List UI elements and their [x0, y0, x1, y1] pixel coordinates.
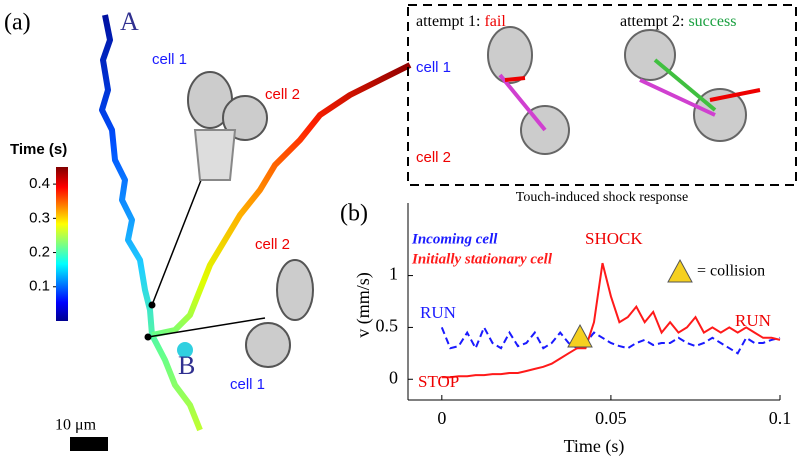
inset-text: attempt 2: success — [620, 13, 736, 30]
annotation: RUN — [420, 303, 456, 322]
inset-attempt: attempt 1: — [416, 13, 484, 30]
cell-label: cell 1 — [230, 376, 265, 393]
y-tick-label: 0 — [389, 367, 398, 387]
series-line — [441, 262, 781, 379]
annotation: SHOCK — [585, 229, 643, 248]
inset-images — [487, 26, 761, 155]
end-blob — [177, 342, 193, 358]
pointer — [151, 169, 206, 306]
cell-label: cell 2 — [265, 86, 300, 103]
trajectory-a — [99, 14, 203, 432]
annotation: RUN — [735, 311, 771, 330]
legend-entry: Initially stationary cell — [411, 251, 553, 267]
colorbar-gradient — [56, 167, 68, 321]
x-tick-label: 0.1 — [769, 408, 792, 428]
colorbar-tick-label: 0.2 — [29, 244, 50, 261]
cell-image — [187, 71, 314, 368]
start-label: A — [120, 7, 139, 36]
inset-success: success — [688, 13, 736, 30]
cell-label: cell 2 — [255, 236, 290, 253]
colorbar-tick-label: 0.1 — [29, 278, 50, 295]
panel-label: (b) — [340, 201, 368, 227]
cell-label: cell 1 — [152, 51, 187, 68]
scale-bar-label: 10 μm — [55, 417, 97, 434]
inset-text: attempt 1: fail — [416, 13, 506, 30]
y-tick-label: 1 — [389, 264, 398, 284]
colorbar-tick-label: 0.3 — [29, 209, 50, 226]
end-label: B — [178, 351, 195, 380]
y-axis-label: v (mm/s) — [353, 272, 374, 338]
inset-cell-label: cell 1 — [416, 59, 451, 76]
annotation: STOP — [418, 372, 459, 391]
series-line — [440, 325, 781, 355]
trajectory-b — [151, 62, 412, 338]
colorbar-title: Time (s) — [10, 141, 67, 158]
pointer-dot — [144, 333, 152, 341]
y-tick-label: 0.5 — [376, 316, 399, 336]
panel-label: (a) — [4, 10, 31, 36]
inset-caption: Touch-induced shock response — [516, 190, 688, 205]
collision-icon — [667, 258, 693, 283]
pointer — [147, 317, 266, 338]
scale-bar — [70, 437, 108, 451]
legend-entry: Incoming cell — [411, 231, 498, 247]
inset-fail: fail — [484, 13, 506, 30]
colorbar-tick-label: 0.4 — [29, 175, 50, 192]
x-tick-label: 0.05 — [595, 408, 627, 428]
collision-icon — [567, 323, 593, 348]
x-axis-label: Time (s) — [564, 436, 625, 457]
inset-attempt: attempt 2: — [620, 13, 688, 30]
pointer-dot — [148, 301, 156, 309]
colorbar: 0.1 0.2 0.3 0.4 — [29, 167, 68, 321]
annotation: = collision — [697, 263, 765, 280]
chart: 0 0.5 1 0 0.05 0.1 — [376, 203, 792, 428]
inset-cell-label: cell 2 — [416, 149, 451, 166]
x-tick-label: 0 — [437, 408, 446, 428]
